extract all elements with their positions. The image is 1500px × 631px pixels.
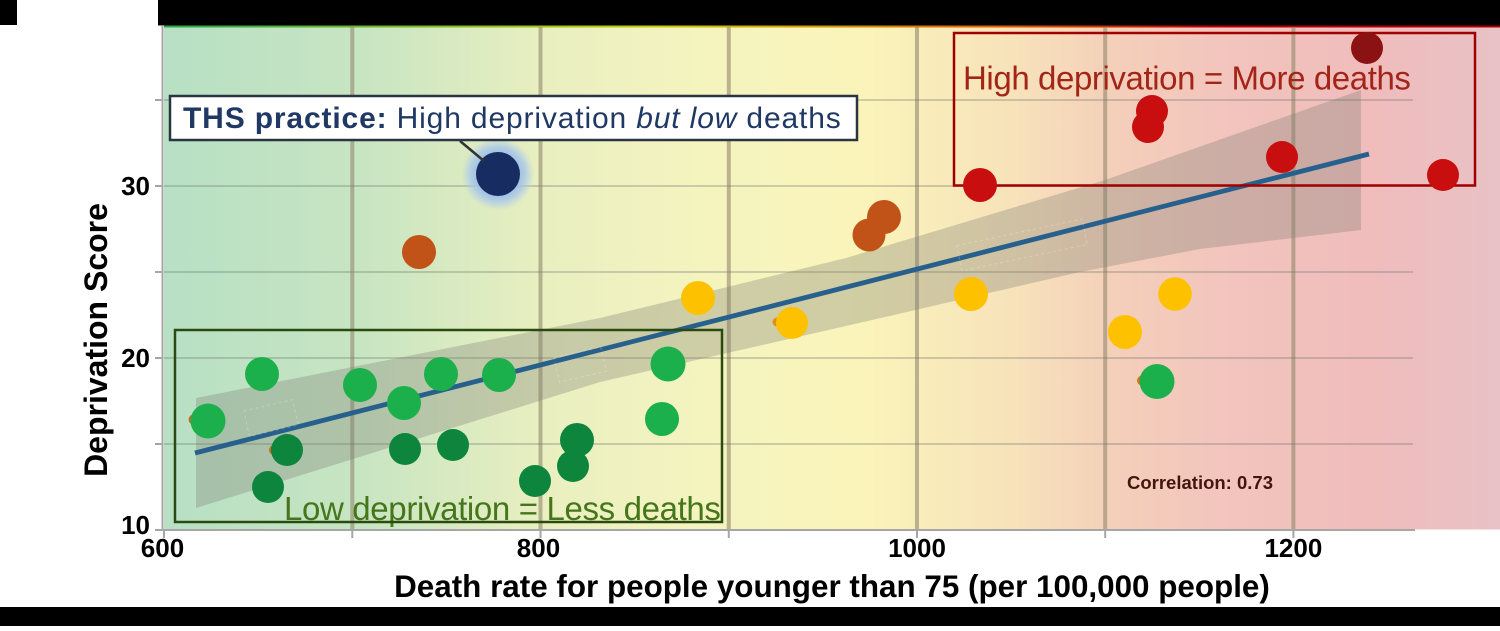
svg-text:20: 20 bbox=[121, 343, 150, 373]
svg-text:Death rate for people younger: Death rate for people younger than 75 (p… bbox=[394, 569, 1270, 604]
svg-text:Correlation: 0.73: Correlation: 0.73 bbox=[1127, 472, 1273, 493]
svg-text:10: 10 bbox=[121, 510, 150, 540]
svg-text:1200: 1200 bbox=[1264, 533, 1322, 563]
svg-text:Deprivation Score: Deprivation Score bbox=[78, 203, 114, 477]
svg-text:600: 600 bbox=[141, 533, 184, 563]
svg-text:800: 800 bbox=[517, 533, 560, 563]
svg-text:1000: 1000 bbox=[888, 533, 946, 563]
svg-text:THS practice: High deprivation: THS practice: High deprivation but low d… bbox=[183, 102, 842, 135]
svg-text:30: 30 bbox=[121, 171, 150, 201]
svg-text:High deprivation = More deaths: High deprivation = More deaths bbox=[963, 60, 1411, 97]
